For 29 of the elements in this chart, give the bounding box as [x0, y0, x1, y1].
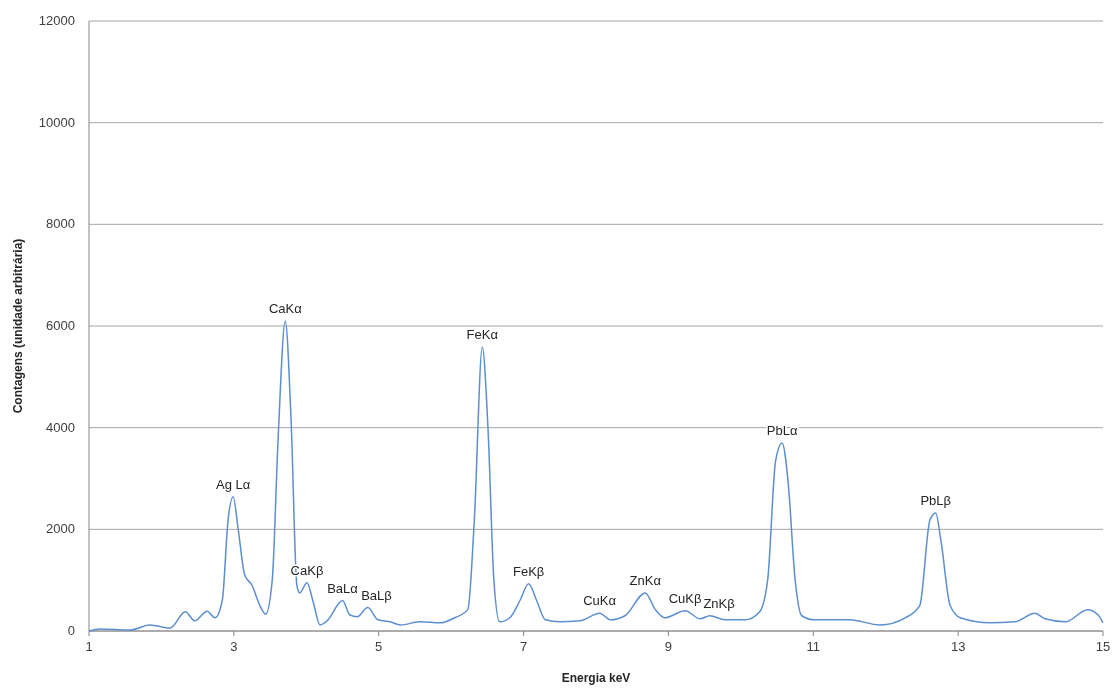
- annotation: PbLβ: [920, 493, 951, 509]
- y-tick-label: 10000: [38, 114, 75, 130]
- x-tick-label: 9: [664, 639, 673, 654]
- x-axis-title: Energia keV: [561, 671, 631, 685]
- annotation: CuKα: [583, 593, 617, 609]
- annotation: PbLα: [766, 422, 798, 438]
- x-tick-label: 15: [1095, 639, 1111, 654]
- annotation: ZnKβ: [703, 595, 735, 611]
- annotation: FeKβ: [512, 563, 545, 579]
- annotation: ZnKα: [629, 572, 662, 588]
- y-tick-label: 8000: [46, 216, 75, 232]
- annotation: BaLα: [327, 580, 359, 596]
- annotation: Ag Lα: [216, 476, 251, 492]
- annotation: CaKα: [268, 300, 303, 316]
- y-tick-label: 6000: [46, 318, 75, 333]
- y-tick-label: 4000: [46, 419, 75, 435]
- annotation: CuKβ: [668, 590, 702, 606]
- x-tick-label: 5: [375, 639, 383, 654]
- annotation: FeKα: [466, 327, 499, 343]
- x-tick-label: 7: [519, 639, 528, 654]
- y-tick-label: 12000: [38, 13, 75, 28]
- annotation: BaLβ: [361, 587, 392, 603]
- y-axis-title: Contagens (unidade arbitrária): [11, 238, 25, 414]
- x-tick-label: 1: [85, 639, 93, 654]
- x-tick-label: 3: [230, 639, 238, 654]
- y-tick-label: 0: [67, 623, 75, 638]
- x-tick-label: 11: [806, 639, 821, 654]
- y-tick-label: 2000: [46, 521, 75, 537]
- x-tick-label: 13: [950, 639, 966, 654]
